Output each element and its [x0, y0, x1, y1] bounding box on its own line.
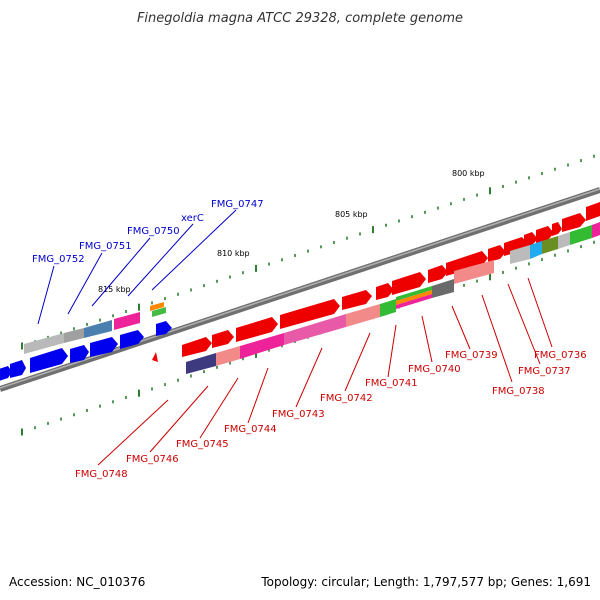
forward-strand-genes [152, 202, 600, 362]
leader-line [387, 324, 397, 378]
gene-arrow[interactable] [0, 366, 12, 382]
gene-arrow[interactable] [212, 330, 234, 348]
gene-arrow[interactable] [156, 321, 172, 336]
gene-band [396, 290, 432, 305]
gene-band [510, 245, 530, 264]
gene-arrow-small[interactable] [152, 352, 158, 362]
genome-info-text: Topology: circular; Length: 1,797,577 bp… [260, 575, 591, 589]
gene-arrow[interactable] [376, 283, 394, 300]
gene-arrow[interactable] [552, 222, 562, 236]
gene-arrow[interactable] [428, 265, 448, 283]
gene-band [432, 279, 454, 298]
gene-label[interactable]: FMG_0740 [408, 364, 461, 375]
gene-label[interactable]: FMG_0752 [32, 254, 85, 265]
gene-band [114, 312, 140, 330]
upper-leader-lines [37, 209, 237, 325]
leader-line [507, 283, 541, 365]
tick-label-805: 805 kbp [335, 210, 368, 219]
gene-arrow[interactable] [280, 299, 340, 329]
gene-arrow[interactable] [10, 360, 26, 378]
leader-line [67, 252, 103, 315]
leader-line [149, 385, 209, 453]
gene-arrow[interactable] [120, 330, 144, 349]
gene-band [570, 225, 592, 245]
gene-band [346, 304, 380, 327]
gene-label[interactable]: xerC [181, 213, 204, 224]
leader-line [295, 347, 323, 408]
gene-label[interactable]: FMG_0747 [211, 199, 264, 210]
gene-label[interactable]: FMG_0737 [518, 366, 571, 377]
gene-band [592, 222, 600, 238]
accession-text: Accession: NC_010376 [9, 575, 145, 589]
leader-line [151, 209, 237, 291]
gene-band [542, 236, 558, 254]
gene-band [150, 302, 164, 311]
gene-arrow[interactable] [562, 213, 586, 232]
gene-label[interactable]: FMG_0743 [272, 409, 325, 420]
gene-arrow[interactable] [536, 226, 554, 243]
leader-line [37, 265, 55, 325]
reverse-strand-genes [0, 321, 172, 382]
gene-arrow[interactable] [70, 345, 89, 363]
leader-line [344, 332, 371, 392]
gene-band [152, 307, 166, 317]
gene-band [186, 353, 216, 374]
gene-band [396, 286, 432, 301]
gene-band [240, 333, 284, 359]
leader-line [421, 315, 433, 363]
gene-band [558, 232, 570, 249]
leader-line [91, 237, 151, 307]
gene-arrow[interactable] [524, 232, 538, 248]
leader-line [97, 399, 169, 466]
leader-line [199, 377, 239, 439]
gene-label[interactable]: FMG_0736 [534, 350, 587, 361]
gene-arrow[interactable] [392, 272, 426, 295]
gene-band [530, 241, 542, 259]
gene-band [24, 333, 64, 354]
leader-line [527, 277, 553, 348]
gene-label[interactable]: FMG_0739 [445, 350, 498, 361]
gene-arrow[interactable] [488, 245, 506, 262]
leader-line [451, 305, 471, 350]
gene-arrow[interactable] [90, 337, 118, 357]
gene-arrow[interactable] [30, 348, 68, 373]
gene-label[interactable]: FMG_0746 [126, 454, 179, 465]
gene-label[interactable]: FMG_0745 [176, 439, 229, 450]
genome-backbone [0, 187, 600, 392]
forward-strand-bands [186, 222, 600, 374]
gene-band [216, 346, 240, 366]
tick-label-810: 810 kbp [217, 249, 250, 258]
gene-arrow[interactable] [182, 337, 212, 357]
tick-label-815: 815 kbp [98, 285, 131, 294]
tick-label-800: 800 kbp [452, 169, 485, 178]
gene-label[interactable]: FMG_0748 [75, 469, 128, 480]
gene-label[interactable]: FMG_0742 [320, 393, 373, 404]
gene-band [396, 294, 432, 309]
gene-arrow[interactable] [342, 290, 372, 310]
gene-arrow[interactable] [586, 202, 600, 221]
gene-band [284, 314, 346, 345]
map-title: Finegoldia magna ATCC 29328, complete ge… [137, 11, 463, 26]
gene-arrow[interactable] [236, 317, 278, 342]
gene-label[interactable]: FMG_0750 [127, 226, 180, 237]
gene-label[interactable]: FMG_0738 [492, 386, 545, 397]
gene-arrow[interactable] [446, 251, 488, 276]
leader-line [127, 223, 194, 297]
leader-line [481, 294, 513, 383]
gene-band [84, 320, 112, 338]
gene-band [64, 328, 84, 343]
gene-label[interactable]: FMG_0751 [79, 241, 132, 252]
gene-band [380, 299, 396, 317]
leader-line [247, 367, 269, 424]
gene-band [454, 260, 494, 284]
lower-leader-lines [97, 277, 553, 466]
reverse-strand-bands [24, 302, 166, 354]
gene-label[interactable]: FMG_0741 [365, 378, 418, 389]
gene-label[interactable]: FMG_0744 [224, 424, 277, 435]
